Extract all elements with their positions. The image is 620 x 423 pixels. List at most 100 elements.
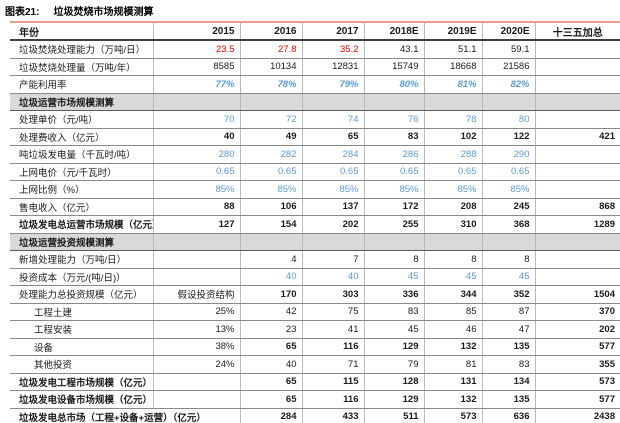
value-cell: 102 xyxy=(423,128,482,146)
value-cell: 80 xyxy=(481,110,535,129)
value-cell: 46 xyxy=(423,320,482,339)
value-cell: 127 xyxy=(152,215,240,234)
value-cell: 511 xyxy=(363,408,424,423)
value-cell: 310 xyxy=(423,215,482,234)
value-cell: 170 xyxy=(239,285,302,304)
section-cell xyxy=(152,92,240,111)
table-row: 处理单价（元/吨） 70 72 74 76 78 80 xyxy=(10,110,620,129)
table-container: 年份 2015 2016 2017 2018E 2019E 2020E 十三五加… xyxy=(10,21,620,423)
value-cell: 573 xyxy=(534,373,620,391)
value-cell: 8 xyxy=(363,250,424,269)
value-cell: 77% xyxy=(152,75,240,94)
value-cell: 83 xyxy=(363,128,424,146)
row-label: 新增处理能力（万吨/日） xyxy=(10,250,153,269)
value-cell: 40 xyxy=(239,268,302,286)
value-cell: 85% xyxy=(152,180,240,199)
column-header-year: 年份 xyxy=(10,23,153,41)
table-row: 工程安装 13% 23 41 45 46 47 202 xyxy=(10,320,620,339)
header-row: 年份 2015 2016 2017 2018E 2019E 2020E 十三五加… xyxy=(10,23,620,41)
value-cell: 85 xyxy=(423,303,482,321)
table-row: 垃圾发电总运营市场规模（亿元） 127 154 202 255 310 368 1289 xyxy=(10,215,620,234)
value-cell: 38% xyxy=(152,338,240,356)
value-cell: 87 xyxy=(481,303,535,321)
value-cell: 286 xyxy=(363,145,424,164)
value-cell: 352 xyxy=(481,285,535,304)
value-cell: 134 xyxy=(481,373,535,391)
row-label: 产能利用率 xyxy=(10,75,153,94)
value-cell: 40 xyxy=(239,355,302,374)
section-cell xyxy=(363,232,424,251)
row-label: 上网电价（元/千瓦时） xyxy=(10,163,153,181)
value-cell: 135 xyxy=(481,338,535,356)
value-cell: 85% xyxy=(481,180,535,199)
value-cell: 47 xyxy=(481,320,535,339)
value-cell: 577 xyxy=(534,390,620,409)
value-cell: 25% xyxy=(152,303,240,321)
row-label: 上网比例（%） xyxy=(10,180,153,199)
value-cell xyxy=(534,40,620,59)
table-row: 新增处理能力（万吨/日） 4 7 8 8 8 xyxy=(10,250,620,269)
value-cell: 83 xyxy=(481,355,535,374)
section-cell xyxy=(363,92,424,111)
value-cell xyxy=(534,75,620,94)
value-cell: 370 xyxy=(534,303,620,321)
column-header-13th-fyp-total: 十三五加总 xyxy=(534,23,620,41)
value-cell: 137 xyxy=(301,198,364,216)
value-cell: 2438 xyxy=(534,408,620,423)
table-row: 上网比例（%） 85% 85% 85% 85% 85% 85% xyxy=(10,180,620,199)
value-cell: 74 xyxy=(301,110,364,129)
value-cell: 0.65 xyxy=(423,163,482,181)
row-label: 设备 xyxy=(10,338,153,356)
table-row: 垃圾发电设备市场规模（亿元） 65 116 129 132 135 577 xyxy=(10,390,620,409)
row-label: 售电收入（亿元） xyxy=(10,198,153,216)
table-row: 设备 38% 65 116 129 132 135 577 xyxy=(10,338,620,356)
table-row: 处理费收入（亿元） 40 49 65 83 102 122 421 xyxy=(10,128,620,146)
value-cell: 85% xyxy=(363,180,424,199)
value-cell: 13% xyxy=(152,320,240,339)
value-cell: 290 xyxy=(481,145,535,164)
value-cell: 41 xyxy=(301,320,364,339)
figure-number: 图表21: xyxy=(5,7,40,18)
section-cell xyxy=(152,232,240,251)
value-cell xyxy=(534,250,620,269)
value-cell: 45 xyxy=(363,268,424,286)
value-cell: 0.65 xyxy=(301,163,364,181)
table-body: 垃圾焚烧处理能力（万吨/日） 23.5 27.8 35.2 43.1 51.1 59.1 垃圾… xyxy=(10,40,620,423)
value-cell: 433 xyxy=(301,408,364,423)
value-cell xyxy=(152,390,240,409)
row-label: 垃圾焚烧处理能力（万吨/日） xyxy=(10,40,153,59)
value-cell xyxy=(152,268,240,286)
value-cell: 122 xyxy=(481,128,535,146)
value-cell: 65 xyxy=(301,128,364,146)
value-cell: 131 xyxy=(423,373,482,391)
value-cell: 23 xyxy=(239,320,302,339)
value-cell: 8 xyxy=(423,250,482,269)
value-cell: 35.2 xyxy=(301,40,364,59)
row-label: 吨垃圾发电量（千瓦时/吨） xyxy=(10,145,153,164)
column-header-2018e: 2018E xyxy=(363,23,424,41)
row-label: 处理费收入（亿元） xyxy=(10,128,153,146)
value-cell: 假设投资结构 xyxy=(152,285,240,304)
table-row: 其他投资 24% 40 71 79 81 83 355 xyxy=(10,355,620,374)
figure-title: 图表21: 垃圾焚烧市场规模测算 xyxy=(0,0,620,18)
value-cell: 132 xyxy=(423,338,482,356)
row-label: 其他投资 xyxy=(10,355,153,374)
value-cell: 27.8 xyxy=(239,40,302,59)
value-cell: 115 xyxy=(301,373,364,391)
value-cell: 40 xyxy=(152,128,240,146)
value-cell: 10134 xyxy=(239,58,302,76)
value-cell: 51.1 xyxy=(423,40,482,59)
value-cell: 45 xyxy=(481,268,535,286)
table-row: 工程土建 25% 42 75 83 85 87 370 xyxy=(10,303,620,321)
table-row: 垃圾发电工程市场规模（亿元） 65 115 128 131 134 573 xyxy=(10,373,620,391)
value-cell: 23.5 xyxy=(152,40,240,59)
value-cell: 78% xyxy=(239,75,302,94)
value-cell: 79 xyxy=(363,355,424,374)
value-cell: 70 xyxy=(152,110,240,129)
value-cell: 85% xyxy=(301,180,364,199)
value-cell: 85% xyxy=(423,180,482,199)
value-cell: 282 xyxy=(239,145,302,164)
value-cell: 78 xyxy=(423,110,482,129)
value-cell: 8585 xyxy=(152,58,240,76)
